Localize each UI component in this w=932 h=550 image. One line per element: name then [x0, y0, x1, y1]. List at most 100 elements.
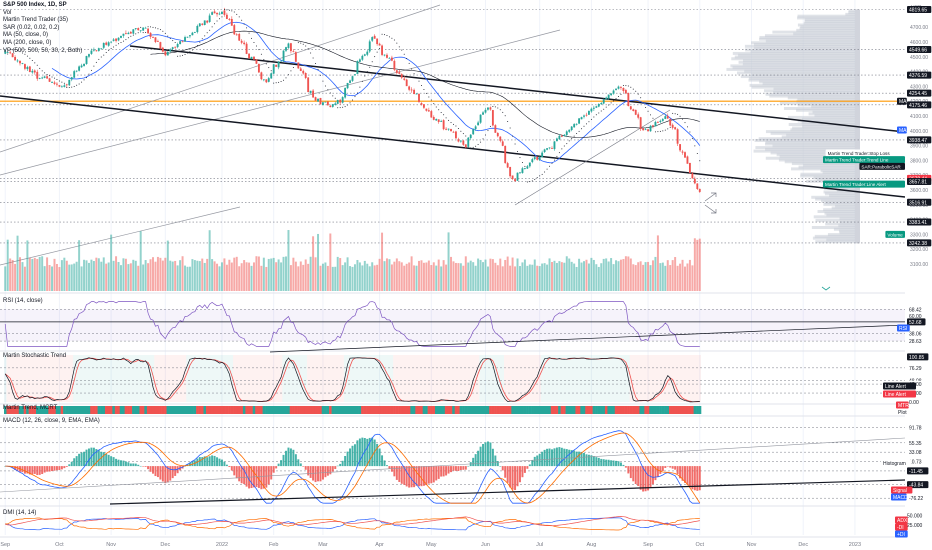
sar-dot — [41, 70, 43, 72]
macd-hist-bar — [651, 466, 654, 485]
stoch-trend-zone — [503, 355, 541, 402]
price-tag-1: 4549.66 — [909, 47, 927, 53]
macd-tick-4: -11.45 — [909, 469, 923, 475]
ribbon-cell — [60, 406, 64, 414]
volume-bar — [516, 258, 519, 291]
stoch-pane-label[interactable]: Martin Stochastic Trend — [3, 353, 67, 359]
sar-dot — [440, 112, 442, 114]
macd-hist-bar — [188, 462, 191, 467]
ribbon-cell — [260, 406, 263, 414]
ribbon-cell — [250, 406, 254, 414]
sar-dot — [236, 13, 238, 15]
candle-body — [181, 41, 184, 43]
sar-dot — [103, 54, 105, 56]
macd-hist-bar — [474, 454, 477, 467]
legend-vol[interactable]: Vol — [3, 9, 12, 16]
legend-martin-trend-trader[interactable]: Martin Trend Trader (35) — [3, 17, 69, 24]
volume-bar — [329, 233, 332, 291]
macd-hist-bar — [174, 466, 177, 476]
macd-tick-5: -43.84 — [909, 483, 923, 489]
volume-bar — [11, 259, 14, 291]
candle-body — [430, 111, 433, 118]
price-tag-10-bg — [907, 239, 932, 247]
sar-dot — [640, 97, 642, 99]
sar-dot — [549, 165, 551, 167]
volume-bar — [661, 262, 664, 291]
macd-hist-bar — [427, 466, 430, 484]
side-tag-0: MA — [899, 99, 907, 105]
macd-pane-label[interactable]: MACD (12, 26, close, 9, EMA, EMA) — [3, 418, 100, 424]
macd-hist-bar — [536, 455, 539, 467]
candle-body — [482, 112, 484, 115]
volume-bar — [390, 264, 393, 291]
ribbon-cell — [437, 406, 441, 414]
macd-tick-5-bg — [907, 481, 929, 489]
legend-ma200[interactable]: MA (200, close, 0) — [3, 39, 52, 46]
stoch-tick-0-bg — [907, 353, 929, 361]
candle-body — [413, 89, 416, 95]
price-tag-8: 3516.91 — [909, 200, 927, 206]
macd-hist-bar — [366, 438, 369, 467]
macd-hist-bar — [395, 466, 398, 480]
macd-hist-bar — [684, 466, 686, 483]
candle-body — [575, 123, 578, 125]
macd-hist-bar — [260, 466, 263, 490]
time-label-10: Jul — [536, 542, 543, 548]
ribbon-cell — [587, 406, 591, 414]
sar-dot — [68, 86, 70, 88]
ribbon-cell — [92, 406, 96, 414]
ribbon-cell — [558, 406, 561, 414]
sar-dot — [329, 92, 331, 94]
rsi-pane-label[interactable]: RSI (14, close) — [3, 298, 43, 304]
vp-bin — [813, 176, 860, 180]
volume-bar — [324, 262, 327, 291]
ribbon-cell — [646, 406, 650, 414]
legend-sar[interactable]: SAR (0.02, 0.02, 0.2) — [3, 24, 60, 31]
vp-bin — [742, 59, 860, 63]
candle-body — [578, 118, 581, 124]
vp-bin — [839, 217, 860, 221]
candle-body — [238, 33, 241, 41]
candle-body — [154, 37, 157, 42]
candle-body — [351, 76, 354, 81]
macd-hist-bar — [664, 466, 667, 468]
candle-body — [107, 42, 110, 46]
volume-bar — [28, 257, 31, 291]
candle-body — [464, 144, 467, 148]
ribbon-cell — [28, 406, 32, 414]
vp-bin — [824, 192, 860, 196]
vp-bin — [779, 154, 860, 158]
sar-dot — [223, 9, 225, 11]
sar-dot — [438, 109, 440, 111]
stoch-tag-3-bg — [896, 408, 912, 416]
volume-bar — [617, 261, 620, 291]
legend-ma50[interactable]: MA (50, close, 0) — [3, 32, 49, 39]
sar-dot — [315, 63, 317, 65]
ribbon-cell — [191, 406, 194, 414]
ribbon-cell — [213, 406, 217, 414]
legend-volume-profile[interactable]: VP (500, 500, 50, 30, 2, Both) — [3, 47, 83, 54]
ribbon-cell — [262, 406, 266, 414]
volume-bar — [430, 265, 433, 291]
ribbon-cell — [334, 406, 337, 414]
sar-dots — [7, 9, 701, 183]
candle-body — [560, 135, 563, 137]
volume-bar — [494, 262, 497, 291]
sar-dot — [76, 84, 78, 86]
candle-body — [218, 13, 221, 15]
macd-hist-bar — [107, 454, 110, 467]
candle-body — [324, 101, 327, 103]
ribbon-cell — [65, 406, 69, 414]
candle-body — [134, 28, 137, 29]
volume-bar — [193, 260, 196, 291]
macd-hist-bar — [600, 458, 603, 467]
macd-hist-bar — [587, 454, 590, 467]
ribbon-pane-label[interactable]: Martin Trend, MCRT — [3, 405, 58, 411]
time-label-2: Nov — [106, 542, 116, 548]
candle-body — [38, 77, 41, 79]
candle-body — [270, 73, 273, 79]
dmi-pane-label[interactable]: DMI (14, 14) — [3, 510, 37, 516]
vp-bin — [726, 67, 860, 71]
ribbon-cell — [427, 406, 431, 414]
